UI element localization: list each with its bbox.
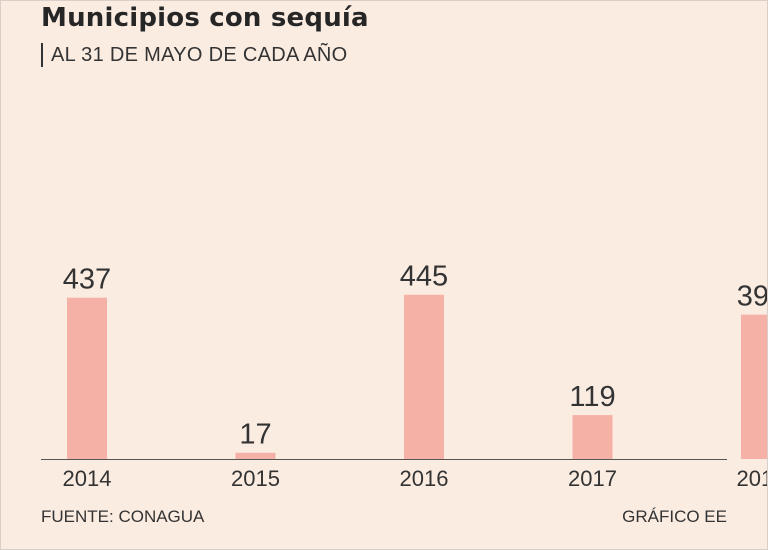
x-tick-labels-group: 20142015201620172018201920202021 (63, 466, 767, 491)
data-label-2014: 437 (63, 264, 111, 296)
bar-2017 (572, 415, 613, 459)
bar-2018 (741, 314, 767, 459)
source-note: FUENTE: CONAGUA (41, 507, 205, 526)
x-tick-2017: 2017 (568, 466, 617, 491)
chart-title: Municipios con sequía (41, 3, 369, 33)
data-label-2018: 391 (737, 281, 767, 313)
bar-2015 (235, 452, 276, 459)
graphic-credit: GRÁFICO EE (622, 507, 727, 526)
x-tick-2016: 2016 (400, 466, 449, 491)
data-label-2015: 17 (239, 419, 271, 451)
data-label-2017: 119 (569, 381, 615, 413)
x-tick-2014: 2014 (63, 466, 112, 491)
data-label-2016: 445 (400, 261, 448, 293)
x-tick-2015: 2015 (231, 466, 280, 491)
chart-subtitle: AL 31 DE MAYO DE CADA AÑO (41, 43, 347, 67)
x-tick-2018: 2018 (737, 466, 767, 491)
bar-2014 (67, 297, 107, 459)
bar-2016 (404, 294, 444, 459)
bars-group (67, 294, 767, 459)
data-labels-group: 437174451193918303861,089 (63, 261, 767, 451)
